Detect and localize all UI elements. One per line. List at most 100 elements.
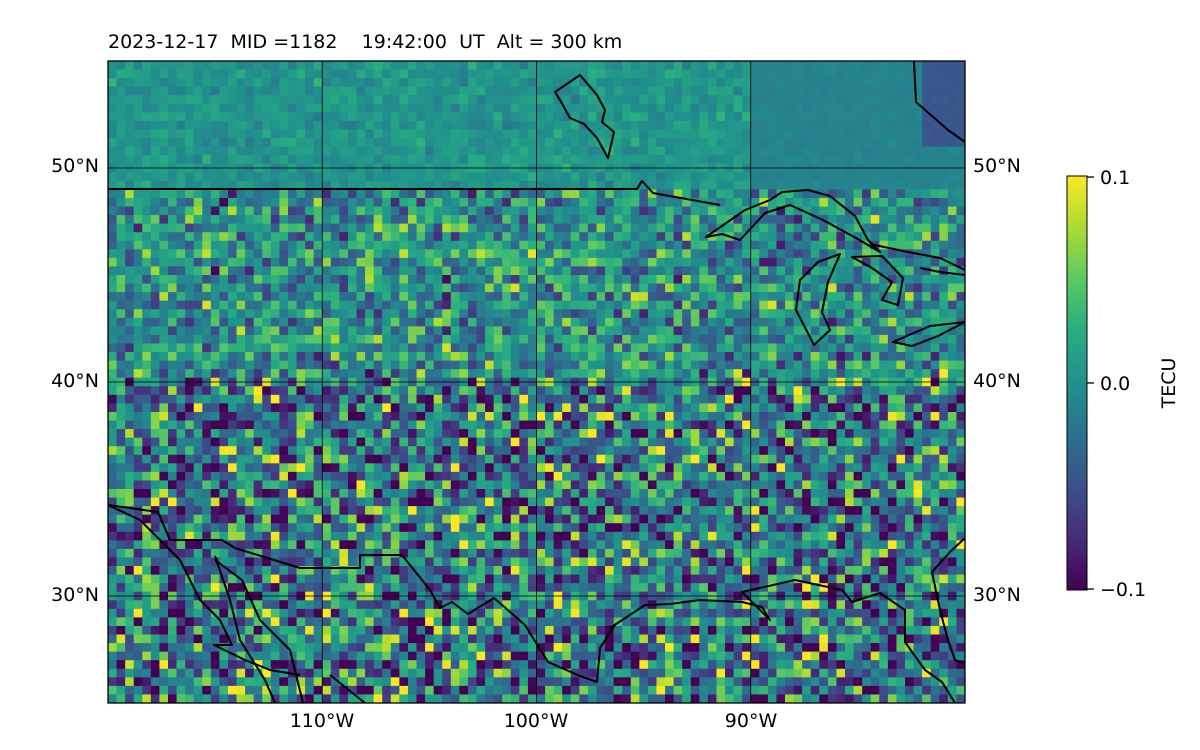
heatmap-cell [356,215,366,225]
heatmap-cell [373,352,383,362]
heatmap-cell [150,309,161,319]
heatmap-cell [442,120,452,131]
heatmap-cell [493,69,503,79]
heatmap-cell [810,386,820,396]
heatmap-cell [673,403,683,413]
heatmap-cell [116,360,126,370]
heatmap-cell [279,334,289,345]
heatmap-cell [707,360,718,370]
heatmap-cell [870,317,880,327]
heatmap-cell [750,223,760,233]
heatmap-cell [210,471,221,482]
heatmap-cell [690,309,700,319]
heatmap-cell [485,112,495,122]
heatmap-cell [442,343,452,353]
heatmap-cell [262,266,272,276]
heatmap-cell [373,223,383,233]
heatmap-cell [433,95,443,105]
heatmap-cell [622,463,632,473]
heatmap-cell [142,292,152,302]
heatmap-cell [879,189,889,199]
heatmap-cell [656,180,666,190]
heatmap-cell [399,172,409,182]
heatmap-cell [725,326,735,336]
heatmap-cell [733,197,743,208]
heatmap-cell [673,463,683,473]
heatmap-cell [125,146,135,156]
heatmap-cell [467,232,478,242]
heatmap-cell [287,78,298,88]
heatmap-cell [450,386,460,396]
heatmap-cell [579,454,589,464]
heatmap-cell [716,138,726,148]
heatmap-cell [245,61,255,71]
heatmap-cell [699,429,709,439]
heatmap-cell [587,120,598,131]
heatmap-cell [913,197,923,208]
heatmap-cell [887,283,898,293]
heatmap-cell [159,317,169,327]
heatmap-cell [733,360,743,370]
heatmap-cell [596,411,606,422]
heatmap-cell [270,146,280,156]
heatmap-cell [570,95,580,105]
heatmap-cell [519,317,529,327]
heatmap-cell [545,275,555,285]
heatmap-cell [690,232,700,242]
heatmap-cell [142,180,152,190]
heatmap-cell [305,189,315,199]
heatmap-cell [442,112,452,122]
heatmap-cell [759,78,769,88]
heatmap-cell [870,155,880,165]
heatmap-cell [853,215,863,225]
heatmap-cell [287,257,298,268]
heatmap-cell [707,180,718,190]
heatmap-cell [339,266,349,276]
heatmap-cell [459,411,469,422]
heatmap-cell [167,394,178,404]
heatmap-cell [322,129,332,139]
heatmap-cell [313,69,323,79]
heatmap-cell [236,437,246,447]
heatmap-cell [253,309,263,319]
heatmap-cell [536,309,546,319]
heatmap-cell [930,257,940,268]
heatmap-cell [519,275,529,285]
heatmap-cell [665,334,675,345]
heatmap-cell [553,352,563,362]
heatmap-cell [733,471,743,482]
heatmap-cell [150,120,161,131]
heatmap-cell [485,95,495,105]
heatmap-cell [373,411,383,422]
heatmap-cell [407,249,418,259]
heatmap-cell [536,334,546,345]
heatmap-cell [536,480,546,490]
heatmap-cell [330,112,340,122]
heatmap-cell [382,95,392,105]
heatmap-cell [442,180,452,190]
heatmap-cell [339,292,349,302]
heatmap-cell [407,189,418,199]
heatmap-cell [716,232,726,242]
heatmap-cell [450,420,460,430]
heatmap-cell [270,429,280,439]
heatmap-cell [125,317,135,327]
heatmap-cell [305,292,315,302]
heatmap-cell [305,480,315,490]
heatmap-cell [587,369,598,379]
heatmap-cell [836,249,846,259]
heatmap-cell [356,275,366,285]
heatmap-cell [682,257,692,268]
heatmap-cell [922,471,932,482]
heatmap-cell [227,420,238,430]
heatmap-cell [776,155,786,165]
heatmap-cell [219,206,229,216]
heatmap-cell [167,420,178,430]
heatmap-cell [356,292,366,302]
heatmap-cell [296,309,306,319]
heatmap-cell [639,240,649,250]
heatmap-cell [733,446,743,456]
heatmap-cell [502,411,512,422]
heatmap-cell [210,317,221,327]
heatmap-cell [193,240,203,250]
